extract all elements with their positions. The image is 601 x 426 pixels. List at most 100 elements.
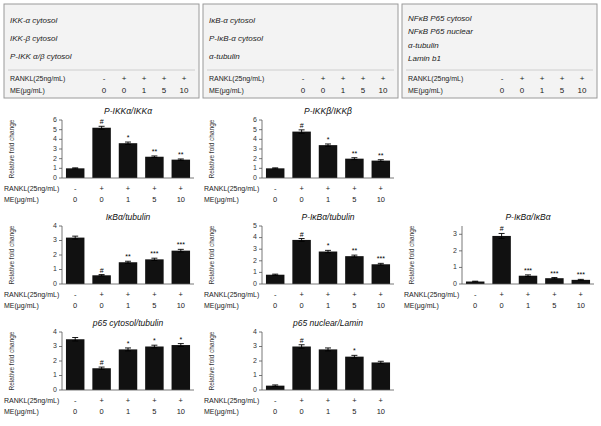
y-tick-label: 1 <box>253 371 257 378</box>
error-cap <box>378 263 384 264</box>
error-bar <box>151 156 157 158</box>
error-cap <box>378 161 384 162</box>
error-cap <box>525 274 531 275</box>
bar <box>145 157 163 178</box>
lane-value: + <box>326 184 331 193</box>
error-bar <box>351 255 357 257</box>
lane-value: + <box>499 290 504 299</box>
plot-area <box>266 345 390 390</box>
y-tick-label: 4 <box>253 135 257 142</box>
y-tick <box>259 390 262 391</box>
lane-value: + <box>321 74 326 83</box>
y-tick <box>259 375 262 376</box>
significance-label: ** <box>352 150 358 157</box>
error-cap <box>299 241 305 242</box>
lane-value: - <box>74 396 77 405</box>
error-cap <box>99 369 105 370</box>
bar <box>292 240 310 284</box>
error-cap <box>125 144 131 145</box>
lane-value: + <box>162 74 167 83</box>
lane-value: + <box>99 290 104 299</box>
y-tick-label: 4 <box>253 328 257 335</box>
error-bar <box>72 338 78 341</box>
significance-label: ** <box>352 247 358 254</box>
bar <box>266 386 284 390</box>
error-cap <box>99 126 105 127</box>
lane-value: 1 <box>341 86 346 95</box>
error-bar <box>178 159 184 160</box>
lane-value: 0 <box>73 407 77 416</box>
y-tick-label: 6 <box>53 116 57 123</box>
lane-value: + <box>341 74 346 83</box>
x-axis <box>262 390 394 391</box>
plot-area <box>266 239 390 284</box>
lane-value: + <box>126 290 131 299</box>
bar <box>119 349 137 390</box>
y-tick-label: 3 <box>53 342 57 349</box>
y-tick <box>259 129 262 130</box>
lane-row-label: RANKL(25ng/mL) <box>10 75 65 83</box>
lane-value: + <box>520 74 525 83</box>
bar-chart: P-IKKβ/IKKβRelative fold change0123456#*… <box>204 106 394 204</box>
error-cap <box>299 129 305 130</box>
blot-panel: NFκB P65 cytosolNFκB P65 nuclearα-tubuli… <box>402 4 597 98</box>
bar <box>172 160 190 178</box>
lane-value: 0 <box>300 301 304 310</box>
lane-value: 10 <box>377 407 385 416</box>
error-cap <box>351 255 357 256</box>
y-tick <box>259 178 262 179</box>
error-bar <box>99 275 105 276</box>
y-tick <box>59 158 62 159</box>
error-cap <box>325 143 331 144</box>
y-tick <box>259 158 262 159</box>
error-line <box>75 338 76 341</box>
lane-value: + <box>142 74 147 83</box>
y-tick <box>259 120 262 121</box>
error-bar <box>378 263 384 265</box>
lane-value: + <box>126 396 131 405</box>
chart-title: IκBα/tubulin <box>106 212 151 222</box>
lane-row-label: RANKL(25ng/mL) <box>204 397 259 405</box>
lane-value: 10 <box>377 195 385 204</box>
lane-value: + <box>326 396 331 405</box>
lane-value: - <box>501 74 504 83</box>
x-axis <box>262 178 394 179</box>
lane-row-label: RANKL(25ng/mL) <box>4 397 59 405</box>
blot-row-label: α-tubulin <box>408 41 439 50</box>
y-tick-label: 0 <box>253 386 257 393</box>
error-cap <box>525 276 531 277</box>
y-tick <box>59 375 62 376</box>
error-cap <box>499 233 505 234</box>
y-tick <box>459 284 462 285</box>
lane-value: + <box>352 290 357 299</box>
y-tick <box>59 120 62 121</box>
lane-value: + <box>99 184 104 193</box>
bar <box>292 347 310 391</box>
y-axis <box>262 226 263 284</box>
y-tick-label: 2 <box>253 155 257 162</box>
blot-row-label: Lamin b1 <box>408 54 441 63</box>
bar <box>119 143 137 178</box>
y-tick-label: 2 <box>253 257 257 264</box>
error-cap <box>351 157 357 158</box>
lane-row-label: RANKL(25ng/mL) <box>204 291 259 299</box>
error-cap <box>272 167 278 168</box>
lane-value: + <box>99 396 104 405</box>
lane-value: 1 <box>142 86 147 95</box>
error-line <box>301 130 302 133</box>
lane-value: + <box>381 74 386 83</box>
blot-row-label: NFκB P65 nuclear <box>408 27 473 36</box>
significance-label: # <box>100 267 104 274</box>
lane-row-label: ME(μg/mL) <box>4 196 39 204</box>
error-bar <box>178 249 184 252</box>
error-bar <box>178 344 184 347</box>
lane-value: - <box>74 184 77 193</box>
panel-frame <box>4 4 199 98</box>
lane-value: + <box>552 290 557 299</box>
bar <box>119 262 137 284</box>
y-tick-label: 1 <box>253 268 257 275</box>
lane-row-label: ME(μg/mL) <box>404 302 439 310</box>
significance-label: *** <box>150 250 158 257</box>
lane-value: 1 <box>126 407 130 416</box>
error-cap <box>472 281 478 282</box>
